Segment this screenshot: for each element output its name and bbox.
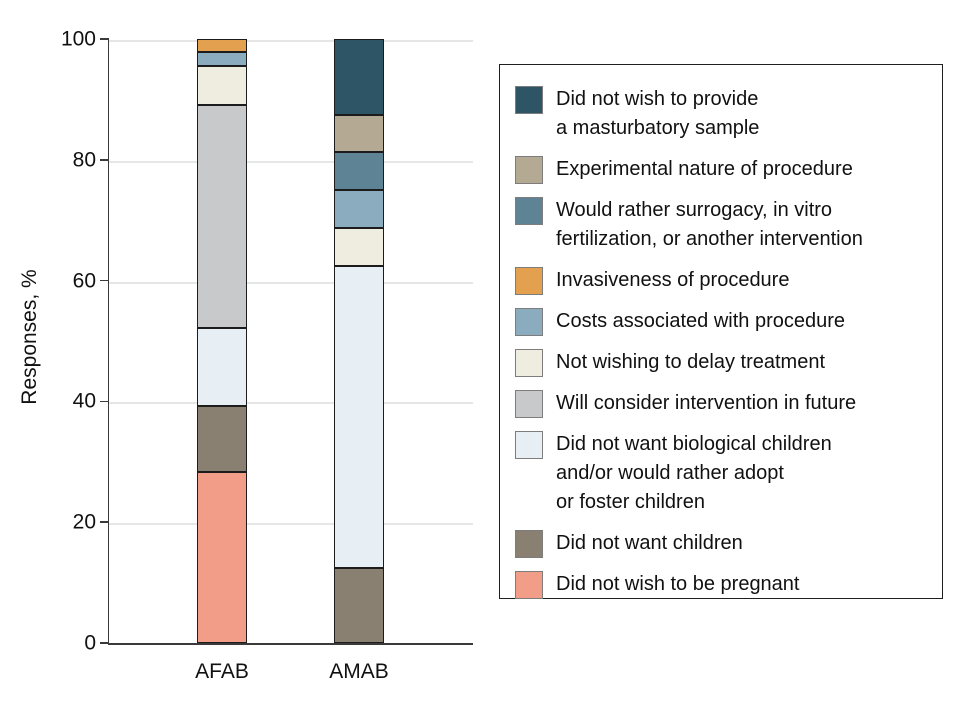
segment bbox=[334, 152, 384, 190]
legend-label: Not wishing to delay treatment bbox=[556, 351, 826, 373]
legend-item: Invasiveness of procedure bbox=[515, 266, 936, 295]
segment bbox=[197, 406, 247, 473]
plot-area: 0 20 40 60 80 100 bbox=[61, 29, 473, 654]
legend-swatch bbox=[515, 431, 543, 459]
segment bbox=[334, 114, 384, 153]
legend-item: Experimental nature of procedure bbox=[515, 155, 936, 184]
segment bbox=[197, 328, 247, 407]
legend-item: Not wishing to delay treatment bbox=[515, 348, 936, 377]
legend-item: Would rather surrogacy, in vitro fertiliz… bbox=[515, 196, 936, 254]
bar-afab bbox=[197, 39, 247, 643]
segment bbox=[197, 52, 247, 66]
y-tick-20 bbox=[100, 521, 109, 523]
legend-swatch bbox=[515, 390, 543, 418]
legend-item: Did not wish to be pregnant bbox=[515, 570, 936, 599]
legend-swatch bbox=[515, 349, 543, 377]
legend-box: Did not wish to provide a masturbatory sa… bbox=[499, 64, 943, 599]
y-tick-label-0: 0 bbox=[84, 631, 96, 655]
y-axis-title: Responses, % bbox=[18, 269, 41, 405]
y-tick-80 bbox=[100, 159, 109, 161]
legend-item: Will consider intervention in future bbox=[515, 389, 936, 418]
segment bbox=[197, 39, 247, 53]
legend-swatch bbox=[515, 267, 543, 295]
x-axis-label-amab: AMAB bbox=[329, 660, 389, 683]
legend-swatch bbox=[515, 308, 543, 336]
segment bbox=[334, 227, 384, 266]
legend-item: Costs associated with procedure bbox=[515, 307, 936, 336]
y-tick-label-40: 40 bbox=[72, 389, 96, 413]
x-axis-label-afab: AFAB bbox=[195, 660, 249, 683]
y-tick-60 bbox=[100, 279, 109, 282]
legend-label: Did not want children bbox=[556, 532, 743, 554]
y-tick-label-100: 100 bbox=[60, 27, 96, 51]
gridline-40 bbox=[109, 402, 473, 405]
y-tick-label-80: 80 bbox=[72, 148, 96, 172]
y-tick-100 bbox=[100, 38, 109, 40]
gridline-100 bbox=[109, 40, 473, 42]
legend-item: Did not want children bbox=[515, 529, 936, 558]
y-tick-label-20: 20 bbox=[72, 510, 96, 534]
y-tick-0 bbox=[100, 642, 109, 644]
legend-label: Did not want biological children and/or w… bbox=[556, 433, 832, 513]
segment bbox=[334, 39, 384, 115]
segment bbox=[197, 65, 247, 105]
legend-label: Will consider intervention in future bbox=[556, 392, 857, 414]
gridline-60 bbox=[109, 281, 473, 284]
legend-label: Experimental nature of procedure bbox=[556, 158, 853, 180]
legend-label: Invasiveness of procedure bbox=[556, 269, 790, 291]
legend-label: Did not wish to provide a masturbatory sa… bbox=[556, 88, 760, 139]
legend-item: Did not wish to provide a masturbatory sa… bbox=[515, 85, 936, 143]
legend-swatch bbox=[515, 530, 543, 558]
legend-swatch bbox=[515, 156, 543, 184]
segment bbox=[334, 190, 384, 228]
legend-label: Did not wish to be pregnant bbox=[556, 573, 800, 595]
legend-item: Did not want biological children and/or w… bbox=[515, 430, 936, 517]
segment bbox=[197, 104, 247, 329]
gridline-20 bbox=[109, 523, 473, 526]
gridline-80 bbox=[109, 160, 473, 163]
y-tick-label-60: 60 bbox=[72, 269, 96, 293]
segment bbox=[334, 567, 384, 643]
segment bbox=[334, 265, 384, 568]
legend-swatch bbox=[515, 86, 543, 114]
legend-label: Costs associated with procedure bbox=[556, 310, 846, 332]
bar-amab bbox=[334, 39, 384, 643]
legend-swatch bbox=[515, 571, 543, 599]
y-tick-40 bbox=[100, 400, 109, 403]
segment bbox=[197, 472, 247, 643]
legend-swatch bbox=[515, 197, 543, 225]
legend-label: Would rather surrogacy, in vitro fertiliz… bbox=[556, 199, 863, 250]
